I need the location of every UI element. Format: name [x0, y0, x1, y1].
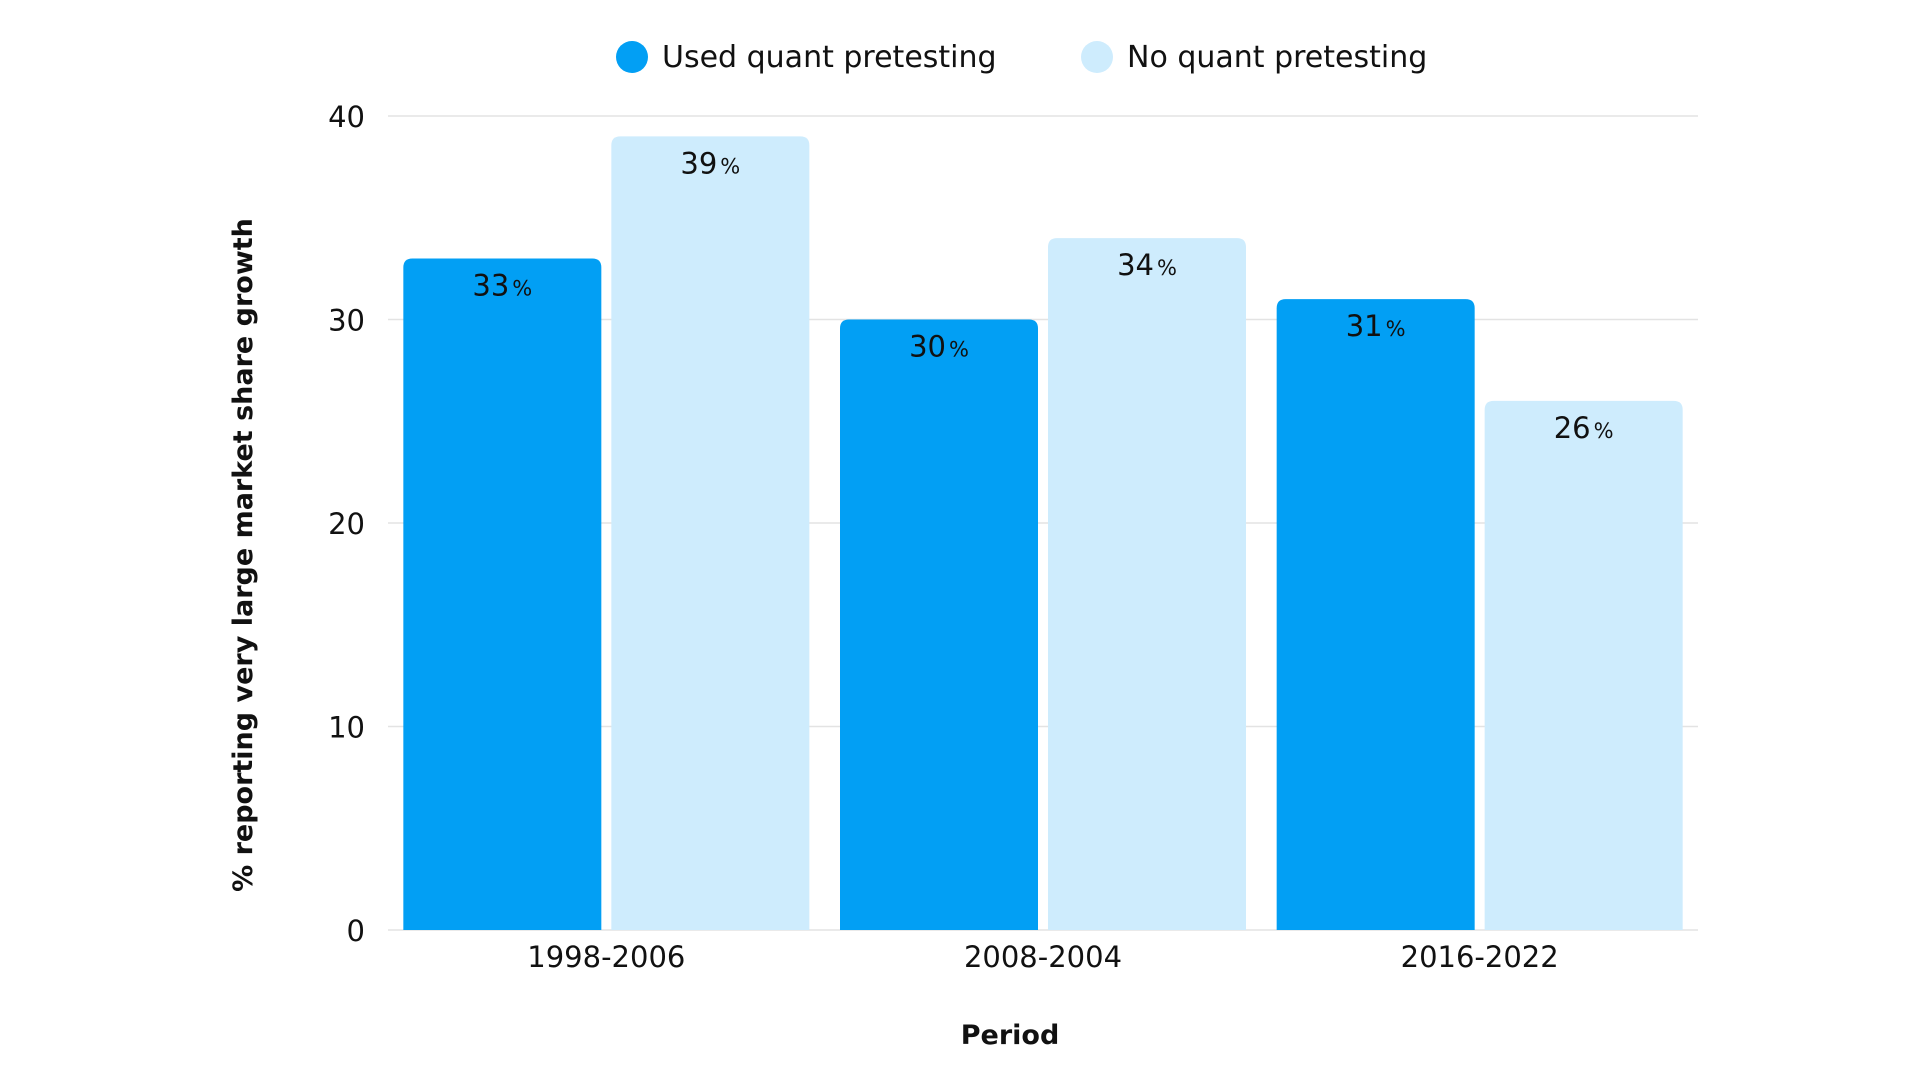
bar-used-quant-1998-2006: [403, 258, 602, 930]
y-tick-label: 30: [328, 304, 365, 338]
legend-label-used-quant: Used quant pretesting: [662, 40, 997, 75]
bar-used-quant-2008-2004: [840, 319, 1038, 930]
data-label: 39%: [680, 146, 740, 180]
x-tick-label: 1998-2006: [527, 940, 685, 974]
y-axis-title: % reporting very large market share grow…: [228, 218, 259, 892]
y-tick-label: 20: [328, 507, 365, 541]
data-label: 34%: [1117, 248, 1177, 282]
data-label: 30%: [909, 330, 969, 364]
gridlines: [388, 115, 1698, 931]
bars: [403, 136, 1683, 931]
legend-swatch-used-quant: [616, 41, 648, 73]
x-tick-label: 2008-2004: [964, 940, 1122, 974]
y-tick-label: 10: [328, 711, 365, 745]
bar-no-quant-1998-2006: [611, 136, 810, 931]
legend: Used quant pretesting No quant pretesting: [616, 40, 1427, 75]
x-tick-label: 2016-2022: [1401, 940, 1559, 974]
x-axis-title: Period: [961, 1020, 1060, 1051]
y-tick-label: 0: [347, 914, 365, 948]
axes: % reporting very large market share grow…: [228, 100, 1559, 1051]
y-tick-label: 40: [328, 100, 365, 134]
bar-used-quant-2016-2022: [1276, 299, 1475, 930]
legend-label-no-quant: No quant pretesting: [1127, 40, 1427, 75]
legend-swatch-no-quant: [1081, 41, 1113, 73]
data-label: 26%: [1554, 411, 1614, 445]
bar-no-quant-2008-2004: [1048, 238, 1246, 931]
data-label: 31%: [1346, 309, 1406, 343]
data-label: 33%: [472, 268, 532, 302]
data-labels: 33 % 39 % 30 % 34 % 31 % 26%: [472, 146, 1613, 445]
bar-no-quant-2016-2022: [1484, 400, 1683, 930]
